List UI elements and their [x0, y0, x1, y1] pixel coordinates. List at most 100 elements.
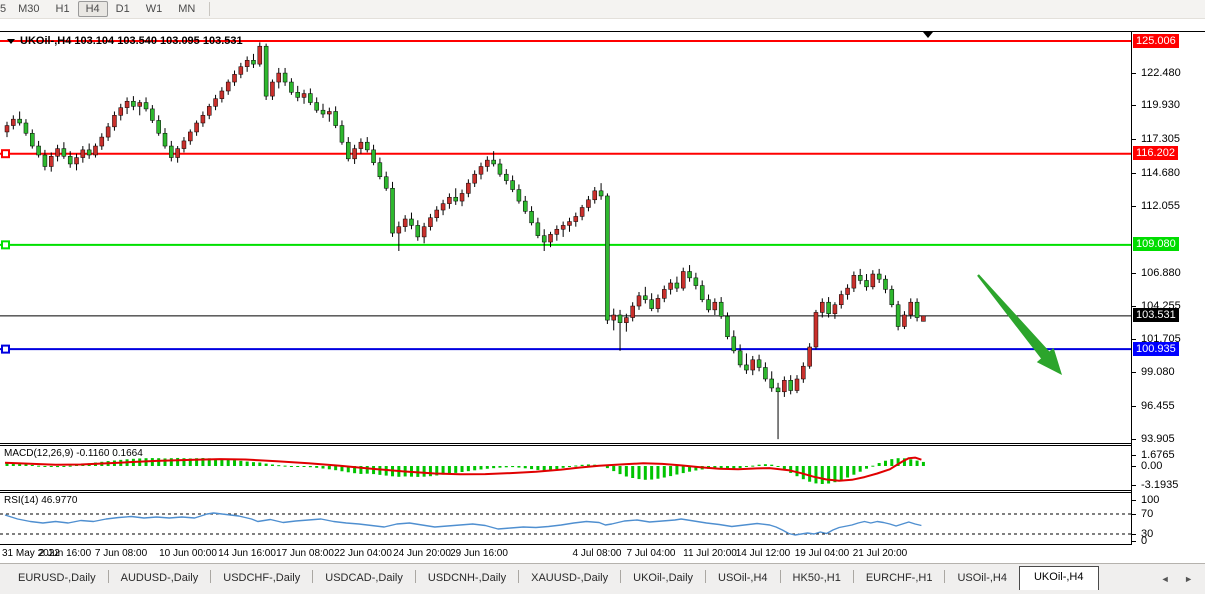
axis-tick: [1132, 485, 1136, 486]
price-badge-103.531: 103.531: [1133, 308, 1179, 323]
price-tick-label: 99.080: [1141, 366, 1175, 379]
tab-separator: [312, 570, 314, 583]
candlestick-chart[interactable]: [0, 32, 1131, 443]
price-tick-label: 96.455: [1141, 399, 1175, 412]
current-bar-marker-icon: [923, 32, 933, 38]
axis-tick: [1132, 206, 1136, 207]
chart-window: UKOil-,H4 103.104 103.540 103.095 103.53…: [0, 31, 1205, 563]
rsi-chart: [0, 512, 1131, 536]
tab-separator: [852, 570, 854, 583]
time-axis-label: 14 Jun 16:00: [218, 548, 276, 559]
price-panel[interactable]: UKOil-,H4 103.104 103.540 103.095 103.53…: [0, 32, 1131, 443]
tab-separator: [944, 570, 946, 583]
tab-separator: [107, 570, 109, 583]
axis-tick: [1132, 534, 1136, 535]
macd-scale-label: -3.1935: [1141, 478, 1179, 491]
chart-tab-usdcad-daily[interactable]: USDCAD-,Daily: [325, 572, 403, 584]
price-tick-label: 114.680: [1141, 166, 1180, 179]
time-axis-label: 19 Jul 04:00: [794, 548, 850, 559]
timeframe-button-D1[interactable]: D1: [115, 3, 130, 15]
macd-panel[interactable]: MACD(12,26,9) -0.1160 0.1664: [0, 446, 1131, 490]
rsi-scale-label: 0: [1141, 534, 1148, 547]
chart-tab-usdchf-daily[interactable]: USDCHF-,Daily: [223, 572, 301, 584]
axis-tick: [1132, 105, 1136, 106]
rsi-label: RSI(14) 46.9770: [4, 495, 78, 506]
axis-tick: [1132, 173, 1136, 174]
tab-separator: [779, 570, 781, 583]
timeframe-button-MN[interactable]: MN: [178, 3, 196, 15]
tab-scroll-arrows[interactable]: ◄ ►: [1160, 574, 1199, 584]
chart-menu-triangle-icon[interactable]: [7, 38, 15, 44]
timeframe-button-5[interactable]: 5: [0, 3, 7, 15]
time-axis-label: 21 Jul 20:00: [852, 548, 908, 559]
down-trend-arrow[interactable]: [977, 274, 1062, 375]
macd-scale-label: 1.6765: [1141, 449, 1175, 462]
axis-tick: [1132, 406, 1136, 407]
axis-tick: [1132, 339, 1136, 340]
axis-tick: [1132, 73, 1136, 74]
price-tick-label: 106.880: [1141, 266, 1181, 279]
timeframe-button-M30[interactable]: M30: [18, 3, 40, 15]
tab-separator: [518, 570, 520, 583]
price-tick-label: 93.905: [1141, 432, 1175, 445]
axis-tick: [1132, 139, 1136, 140]
chart-tab-eurusd-daily[interactable]: EURUSD-,Daily: [18, 572, 96, 584]
time-axis-label: 10 Jun 00:00: [159, 548, 217, 559]
chart-tab-xauusd-daily[interactable]: XAUUSD-,Daily: [531, 572, 609, 584]
tab-separator: [705, 570, 707, 583]
axis-tick: [1132, 439, 1136, 440]
price-tick-label: 122.480: [1141, 66, 1181, 79]
price-tick-label: 112.055: [1141, 200, 1180, 213]
timeframe-toolbar: 5 M30 H1 H4 D1 W1 MN: [0, 0, 1205, 19]
panel-separator[interactable]: [0, 490, 1131, 493]
timeframe-button-W1[interactable]: W1: [145, 3, 163, 15]
chart-tab-hk50-h1[interactable]: HK50-,H1: [792, 572, 841, 584]
price-badge-116.202: 116.202: [1133, 146, 1178, 161]
price-badge-109.080: 109.080: [1133, 237, 1179, 252]
timeframe-button-H4[interactable]: H4: [77, 1, 108, 17]
time-axis-label: 7 Jul 04:00: [626, 548, 676, 559]
time-axis[interactable]: 31 May 2022 2 Jun 16:00 7 Jun 08:00 10 Jun …: [0, 544, 1205, 562]
rsi-scale-label: 30: [1141, 527, 1154, 540]
chart-title: UKOil-,H4 103.104 103.540 103.095 103.53…: [7, 35, 243, 47]
timeframe-button-H1[interactable]: H1: [55, 3, 70, 15]
chart-tab-audusd-daily[interactable]: AUDUSD-,Daily: [120, 572, 199, 584]
tab-separator: [210, 570, 212, 583]
price-badge-125.006: 125.006: [1133, 33, 1179, 48]
time-axis-label: 24 Jun 20:00: [393, 548, 451, 559]
price-axis[interactable]: 122.480 119.930 117.305 114.680 112.055 106.8…: [1131, 32, 1205, 547]
chart-tab-ukoil-h4[interactable]: UKOil-,H4: [1018, 566, 1099, 590]
tab-separator: [414, 570, 416, 583]
axis-tick: [1132, 514, 1136, 515]
chart-tab-eurchf-h1[interactable]: EURCHF-,H1: [865, 572, 933, 584]
rsi-panel[interactable]: RSI(14) 46.9770: [0, 493, 1131, 544]
price-tick-label: 119.930: [1141, 99, 1180, 112]
axis-tick: [1132, 273, 1136, 274]
macd-label: MACD(12,26,9) -0.1160 0.1664: [4, 448, 143, 459]
chart-title-text: UKOil-,H4 103.104 103.540 103.095 103.53…: [20, 35, 243, 47]
chart-tabbar: EURUSD-,Daily AUDUSD-,Daily USDCHF-,Daily U…: [0, 563, 1205, 590]
time-axis-label: 29 Jun 16:00: [450, 548, 508, 559]
time-axis-label: 7 Jun 08:00: [94, 548, 148, 559]
axis-tick: [1132, 306, 1136, 307]
time-axis-label: 14 Jul 12:00: [735, 548, 791, 559]
axis-tick: [1132, 500, 1136, 501]
toolbar-gap: [0, 19, 1205, 31]
time-axis-label: 17 Jun 08:00: [276, 548, 334, 559]
price-badge-100.935: 100.935: [1133, 341, 1179, 356]
toolbar-separator: [209, 2, 211, 16]
chart-tab-usoil-h4[interactable]: USOil-,H4: [957, 572, 1007, 584]
macd-chart: [4, 456, 925, 484]
time-axis-label: 4 Jul 08:00: [572, 548, 622, 559]
tab-separator: [620, 570, 622, 583]
chart-tab-usoil-h4[interactable]: USOil-,H4: [718, 572, 768, 584]
time-axis-label: 11 Jul 20:00: [683, 548, 737, 559]
time-axis-label: 2 Jun 16:00: [38, 548, 92, 559]
axis-tick: [1132, 455, 1136, 456]
panel-separator[interactable]: [0, 443, 1131, 446]
chart-tab-ukoil-daily[interactable]: UKOil-,Daily: [633, 572, 694, 584]
time-axis-label: 22 Jun 04:00: [334, 548, 392, 559]
chart-tab-usdcnh-daily[interactable]: USDCNH-,Daily: [427, 572, 507, 584]
axis-tick: [1132, 466, 1136, 467]
time-axis-label: 31 May 2022: [2, 548, 60, 559]
